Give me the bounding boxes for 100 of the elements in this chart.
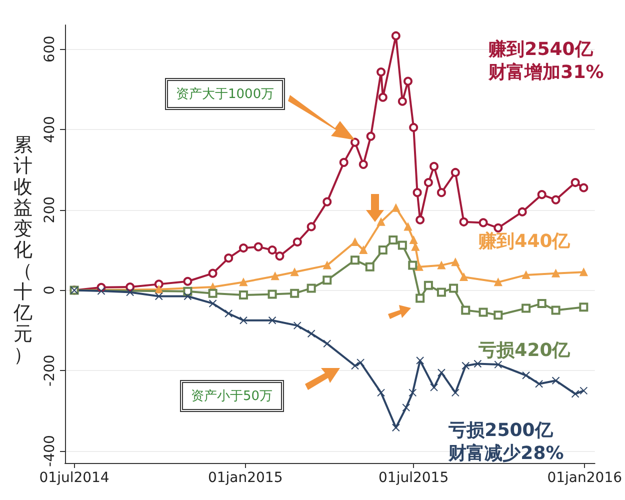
point [451, 388, 460, 397]
point [350, 256, 360, 265]
series-label: 亏损420亿 [478, 339, 572, 362]
point [409, 122, 418, 132]
point [460, 272, 468, 281]
point [430, 383, 438, 392]
point [402, 404, 410, 412]
point [359, 246, 368, 254]
point [450, 168, 460, 177]
point [268, 246, 277, 255]
point [275, 252, 284, 261]
point [154, 292, 163, 300]
point [580, 386, 588, 395]
point [551, 306, 560, 315]
point [404, 222, 412, 231]
point [522, 371, 530, 380]
point [551, 195, 560, 204]
point [126, 288, 134, 296]
point [378, 246, 388, 255]
point [451, 258, 460, 266]
point [494, 310, 503, 320]
point [478, 218, 488, 228]
point [238, 290, 248, 300]
point [154, 280, 164, 289]
point [322, 276, 332, 285]
series-label: 亏损2500亿财富减少28% [448, 418, 565, 465]
point [430, 162, 439, 171]
point [239, 316, 248, 324]
point [424, 178, 433, 188]
point [350, 138, 360, 147]
point [579, 302, 588, 312]
point [412, 188, 422, 198]
point [462, 362, 470, 370]
point [154, 285, 163, 294]
point [356, 358, 365, 367]
point [552, 269, 560, 278]
y-tick-label: 400 [42, 116, 58, 143]
point [408, 260, 418, 270]
point [398, 240, 407, 250]
point [579, 183, 588, 192]
point [322, 197, 332, 206]
point [358, 160, 368, 169]
point [552, 376, 560, 385]
point [271, 272, 280, 280]
point [366, 132, 376, 141]
point [392, 424, 400, 432]
point [494, 360, 502, 369]
point [408, 388, 417, 397]
series-label: 赚到440亿 [478, 230, 572, 254]
point [535, 380, 544, 388]
point [459, 217, 468, 226]
y-tick-label: -200 [42, 354, 58, 386]
point [416, 294, 425, 303]
point [580, 268, 588, 276]
point [208, 299, 217, 308]
point [365, 262, 374, 272]
point [254, 242, 263, 252]
point [126, 282, 135, 292]
point [307, 330, 316, 338]
point [410, 236, 418, 244]
y-tick-label: 0 [42, 286, 58, 295]
point [268, 316, 276, 324]
point [398, 96, 407, 106]
point [306, 222, 316, 232]
point [351, 238, 360, 246]
point [415, 262, 424, 271]
x-tick-label: 01jul2014 [39, 470, 110, 486]
point [378, 92, 388, 102]
point [404, 76, 412, 86]
point [437, 261, 446, 270]
point [388, 235, 398, 244]
point [323, 340, 332, 348]
point [391, 31, 400, 40]
point [97, 287, 106, 296]
point [323, 261, 332, 270]
point [238, 244, 248, 253]
point [183, 276, 192, 286]
point [306, 284, 316, 293]
point [537, 190, 546, 200]
point [184, 292, 192, 300]
point [208, 268, 218, 278]
point [268, 290, 277, 299]
point [377, 388, 386, 397]
point [461, 306, 470, 315]
point [290, 268, 299, 276]
point [522, 270, 530, 279]
point [416, 356, 424, 365]
point [537, 298, 546, 308]
point [424, 280, 433, 290]
annotation: 资产大于1000万 [165, 78, 286, 110]
point [392, 204, 400, 212]
x-tick-label: 01jan2016 [547, 470, 622, 486]
point [436, 188, 446, 198]
point [208, 288, 218, 298]
point [570, 178, 580, 188]
point [449, 284, 458, 293]
point [293, 322, 302, 330]
point [292, 237, 302, 246]
point [474, 360, 482, 368]
text: 赚到2540亿财富增加31% [488, 38, 605, 84]
